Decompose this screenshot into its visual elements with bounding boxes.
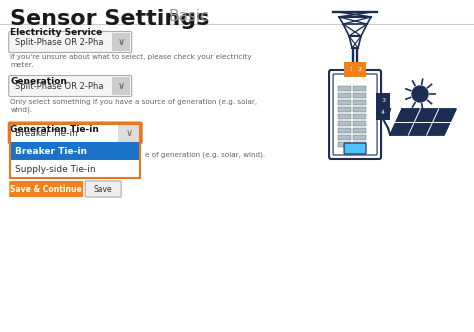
Bar xyxy=(118,123,140,143)
Text: Breaker Tie-in: Breaker Tie-in xyxy=(15,128,78,137)
FancyBboxPatch shape xyxy=(9,123,142,143)
Bar xyxy=(338,100,351,105)
Text: If you're unsure about what to select, please check your electricity
meter.: If you're unsure about what to select, p… xyxy=(10,54,252,68)
Text: 1: 1 xyxy=(349,66,353,71)
Bar xyxy=(353,86,366,91)
Text: 3: 3 xyxy=(381,98,385,103)
FancyBboxPatch shape xyxy=(9,181,83,197)
Bar xyxy=(338,86,351,91)
FancyBboxPatch shape xyxy=(344,143,366,154)
Text: Breaker Tie-in: Breaker Tie-in xyxy=(15,146,87,155)
Bar xyxy=(353,93,366,98)
Bar xyxy=(338,135,351,140)
Text: Basic: Basic xyxy=(168,9,209,24)
Text: Only select something if you have a source of generation (e.g. solar,
wind).: Only select something if you have a sour… xyxy=(10,98,257,113)
FancyBboxPatch shape xyxy=(9,75,132,97)
Bar xyxy=(353,142,366,147)
Bar xyxy=(338,114,351,119)
Text: 4: 4 xyxy=(381,110,385,115)
Bar xyxy=(338,121,351,126)
Text: Generation: Generation xyxy=(10,77,67,86)
Bar xyxy=(338,93,351,98)
FancyBboxPatch shape xyxy=(9,32,132,52)
Text: Supply-side Tie-in: Supply-side Tie-in xyxy=(15,164,96,174)
Bar xyxy=(10,142,140,160)
Bar xyxy=(353,128,366,133)
Bar xyxy=(338,107,351,112)
FancyBboxPatch shape xyxy=(85,181,121,197)
Text: 2: 2 xyxy=(357,66,361,71)
Bar xyxy=(353,107,366,112)
Bar xyxy=(338,128,351,133)
Bar xyxy=(353,121,366,126)
Text: Electricity Service: Electricity Service xyxy=(10,28,102,37)
Text: ∨: ∨ xyxy=(118,81,125,91)
Text: e of generation (e.g. solar, wind).: e of generation (e.g. solar, wind). xyxy=(145,152,265,158)
Bar xyxy=(10,160,140,178)
Text: ∨: ∨ xyxy=(118,37,125,47)
Polygon shape xyxy=(390,109,456,135)
Text: Save: Save xyxy=(94,185,112,194)
Text: Generation Tie-in: Generation Tie-in xyxy=(10,125,99,134)
FancyBboxPatch shape xyxy=(329,70,381,159)
Text: ∨: ∨ xyxy=(126,128,133,138)
Bar xyxy=(353,135,366,140)
Text: Split-Phase OR 2-Pha: Split-Phase OR 2-Pha xyxy=(15,38,104,46)
Bar xyxy=(353,114,366,119)
Text: Save & Continue: Save & Continue xyxy=(10,185,82,194)
Bar xyxy=(353,100,366,105)
Bar xyxy=(112,33,130,51)
Bar xyxy=(112,77,130,95)
Bar xyxy=(338,142,351,147)
Text: Sensor Settings: Sensor Settings xyxy=(10,9,210,29)
Circle shape xyxy=(412,86,428,102)
Text: Split-Phase OR 2-Pha: Split-Phase OR 2-Pha xyxy=(15,81,104,91)
